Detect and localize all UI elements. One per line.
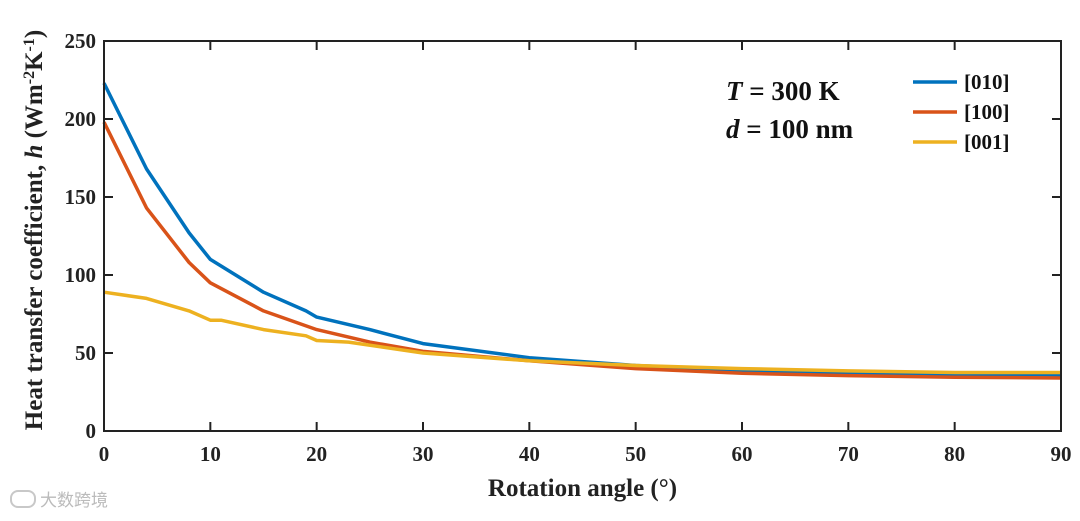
y-axis-label: Heat transfer coefficient, h (Wm-2K-1) (21, 30, 49, 430)
y-axis-label-units-close: ) (21, 30, 48, 38)
legend-label-1: [100] (964, 100, 1010, 124)
y-axis-label-exp2: -1 (21, 38, 38, 51)
series-line-2 (103, 290, 1061, 375)
x-tick-label: 80 (944, 442, 965, 466)
y-tick-label: 0 (86, 419, 97, 443)
legend-label-0: [010] (964, 70, 1010, 94)
annotation-1: d = 100 nm (726, 114, 854, 144)
x-axis-label: Rotation angle (°) (488, 475, 677, 502)
watermark-text: 大数跨境 (40, 491, 108, 511)
legend: [010] [100] [001] (913, 70, 1010, 154)
x-tick-label: 70 (838, 442, 859, 466)
y-tick-label: 250 (65, 29, 97, 53)
x-tick-label: 10 (200, 442, 221, 466)
annotation-var: T (726, 76, 744, 106)
annotations: T = 300 Kd = 100 nm (726, 76, 854, 144)
y-axis-label-exp1: -2 (21, 71, 38, 84)
x-tick-label: 0 (99, 442, 110, 466)
annotation-text: = 100 nm (740, 114, 854, 144)
y-tick-label: 200 (65, 107, 97, 131)
y-tick-label: 100 (65, 263, 97, 287)
x-tick-label: 40 (519, 442, 540, 466)
plot-lines (102, 82, 1062, 380)
x-tick-label: 30 (413, 442, 434, 466)
y-axis-label-units-open: (Wm (21, 84, 48, 145)
annotation-var: d (726, 114, 740, 144)
y-tick-label: 150 (65, 185, 97, 209)
legend-label-2: [001] (964, 130, 1010, 154)
axis-ticks: 0 10 20 30 40 50 60 70 80 90 0 50 100 150 200 250 (65, 29, 1072, 466)
annotation-0: T = 300 K (726, 76, 840, 106)
annotation-text: = 300 K (743, 76, 840, 106)
y-axis-label-units-mid: K (21, 51, 48, 71)
y-tick-label: 50 (75, 341, 96, 365)
x-tick-label: 90 (1051, 442, 1072, 466)
chat-bubble-icon (10, 489, 36, 508)
series-line-0 (102, 82, 1062, 377)
x-tick-label: 50 (625, 442, 646, 466)
x-tick-label: 60 (732, 442, 753, 466)
y-axis-label-main: Heat transfer coefficient, (21, 159, 48, 431)
series-line-1 (102, 121, 1062, 380)
plot-frame (103, 40, 1062, 432)
watermark: 大数跨境 (10, 486, 108, 511)
y-axis-label-symbol: h (21, 145, 48, 159)
x-tick-label: 20 (306, 442, 327, 466)
